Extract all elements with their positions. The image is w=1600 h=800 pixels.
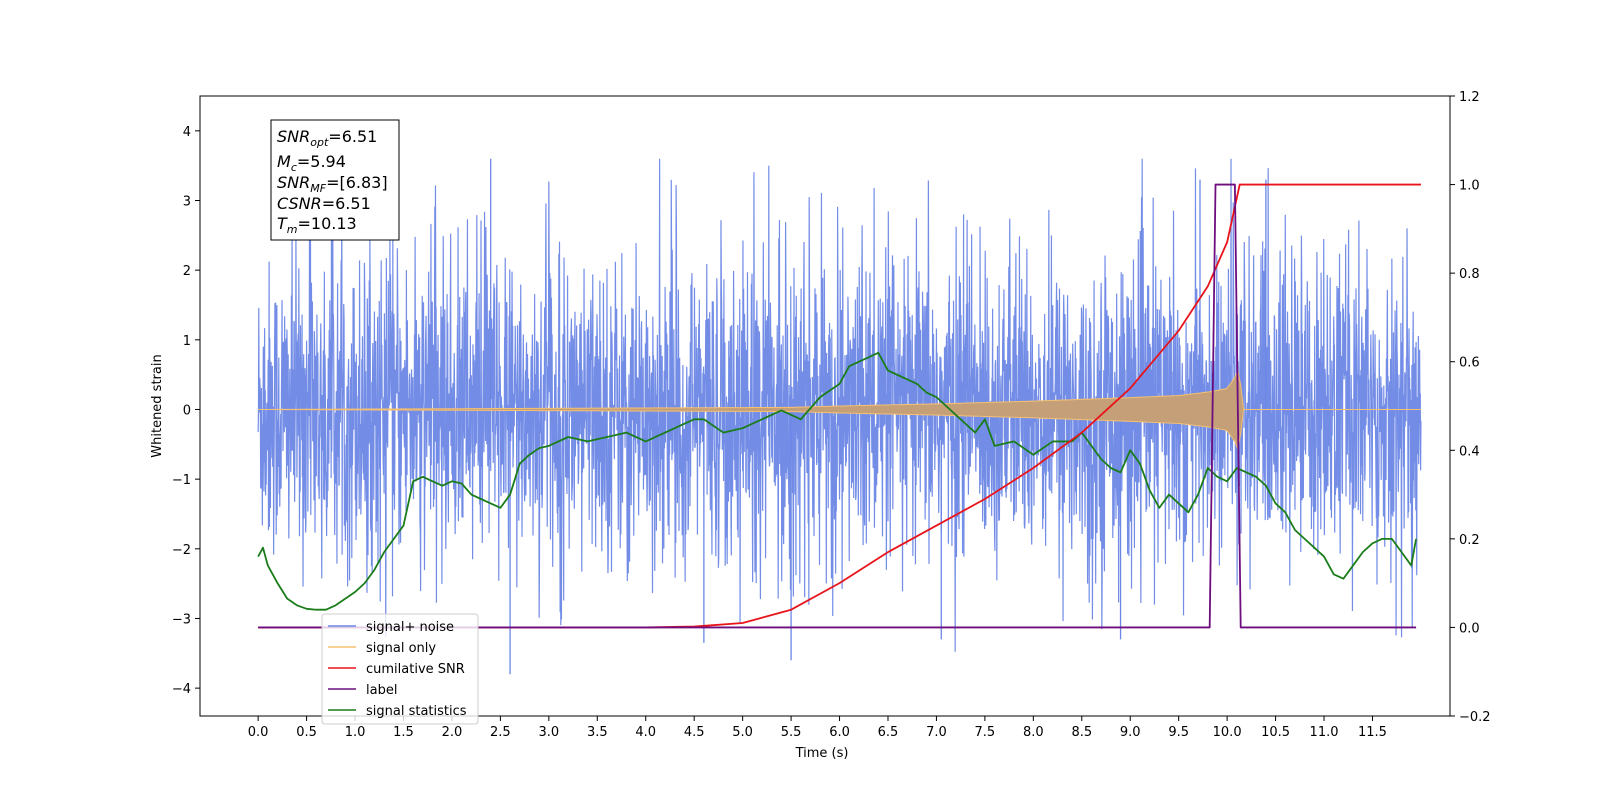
x-tick-label: 0.0 [248,725,269,740]
legend-label: signal only [366,641,436,656]
y-tick-label: 1 [183,334,191,349]
y2-tick-label: 0.4 [1459,444,1480,459]
y-axis-title: Whitened strain [150,354,165,457]
y2-tick-label: 1.0 [1459,179,1480,194]
x-tick-label: 1.5 [393,725,414,740]
series-label-line [258,183,1417,629]
legend-frame [321,613,479,725]
x-tick-label: 9.5 [1168,725,1189,740]
x-tick-label: 5.5 [781,725,802,740]
y-tick-label: −1 [172,473,191,488]
legend-item-cumilative-snr: cumilative SNR [328,662,465,677]
legend-label: signal statistics [366,704,467,719]
x-tick-label: 3.0 [538,725,559,740]
x-tick-label: 2.5 [490,725,511,740]
x-axis-title: Time (s) [795,746,849,761]
y-tick-label: −3 [172,612,191,627]
series-signal-statistics-line [257,351,1417,611]
annotation-snr-opt: SNRopt=6.51 [277,127,377,149]
x-tick-label: 10.0 [1213,725,1242,740]
series-signal-only-area [258,368,1421,451]
y-tick-label: 4 [183,125,191,140]
annotation-frame [270,119,400,241]
x-tick-label: 0.5 [296,725,317,740]
y2-tick-label: 0.0 [1459,621,1480,636]
y-axis-left: −4 −3 −2 −1 0 1 2 3 4 [172,125,200,697]
legend-item-label: label [328,683,397,698]
x-tick-label: 9.0 [1120,725,1141,740]
y-tick-label: −4 [172,682,191,697]
y-tick-label: 2 [183,264,191,279]
x-tick-label: 6.0 [829,725,850,740]
y2-tick-label: 1.2 [1459,90,1480,105]
y2-tick-label: 0.6 [1459,356,1480,371]
y-tick-label: −2 [172,543,191,558]
x-tick-label: 1.0 [345,725,366,740]
x-tick-label: 4.0 [635,725,656,740]
legend-label: signal+ noise [366,620,454,635]
x-tick-label: 2.0 [442,725,463,740]
x-tick-label: 8.5 [1071,725,1092,740]
y2-tick-label: 0.2 [1459,533,1480,548]
legend-label: cumilative SNR [366,662,465,677]
x-tick-label: 6.5 [878,725,899,740]
x-tick-label: 11.0 [1310,725,1339,740]
x-tick-label: 4.5 [684,725,705,740]
x-tick-label: 11.5 [1358,725,1387,740]
x-tick-label: 3.5 [587,725,608,740]
legend-item-signal-noise: signal+ noise [328,620,454,635]
annotation-csnr: CSNR=6.51 [277,194,371,213]
x-tick-label: 8.0 [1023,725,1044,740]
plot-frame [199,95,1451,717]
legend-label: label [366,683,397,698]
x-tick-label: 5.0 [732,725,753,740]
legend: signal+ noise signal only cumilative SNR… [321,613,479,725]
x-tick-label: 10.5 [1261,725,1290,740]
annotation-snr-mf: SNRMF=[6.83] [277,173,388,195]
legend-item-signal-only: signal only [328,641,436,656]
y-tick-label: 3 [183,194,191,209]
legend-item-signal-statistics: signal statistics [328,704,467,719]
y2-tick-label: −0.2 [1459,710,1491,725]
x-tick-label: 7.0 [926,725,947,740]
annotation-mc: Mc=5.94 [277,152,346,174]
annotation-box: SNRopt=6.51 Mc=5.94 SNRMF=[6.83] CSNR=6.… [270,119,400,241]
annotation-tm: Tm=10.13 [277,214,357,236]
y-tick-label: 0 [183,403,191,418]
y-axis-right: −0.2 0.0 0.2 0.4 0.6 0.8 1.0 1.2 [1450,90,1491,725]
y2-tick-label: 0.8 [1459,267,1480,282]
x-tick-label: 7.5 [975,725,996,740]
series-layer [257,158,1422,675]
